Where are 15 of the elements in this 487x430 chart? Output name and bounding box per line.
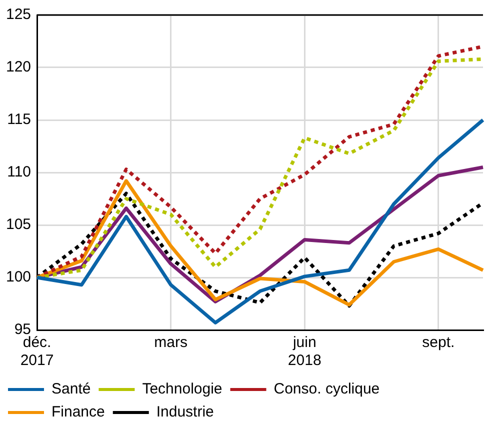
x-tick-label: mars	[154, 334, 188, 352]
legend-label: Finance	[52, 404, 105, 421]
y-tick-label: 100	[6, 268, 32, 286]
legend-label: Technologie	[142, 380, 222, 398]
y-tick-label: 115	[7, 111, 32, 128]
legend-label: Industrie	[156, 404, 214, 421]
y-tick-label: 110	[7, 164, 32, 181]
x-tick-label: déc. 2017	[20, 334, 54, 370]
legend-label: Conso. cyclique	[274, 380, 380, 398]
y-tick-label: 125	[6, 6, 32, 24]
x-tick-label: sept.	[422, 334, 455, 352]
y-tick-label: 120	[6, 58, 32, 76]
x-tick-label: juin 2018	[288, 334, 322, 370]
y-tick-label: 105	[6, 216, 32, 234]
legend-label: Santé	[52, 380, 91, 398]
